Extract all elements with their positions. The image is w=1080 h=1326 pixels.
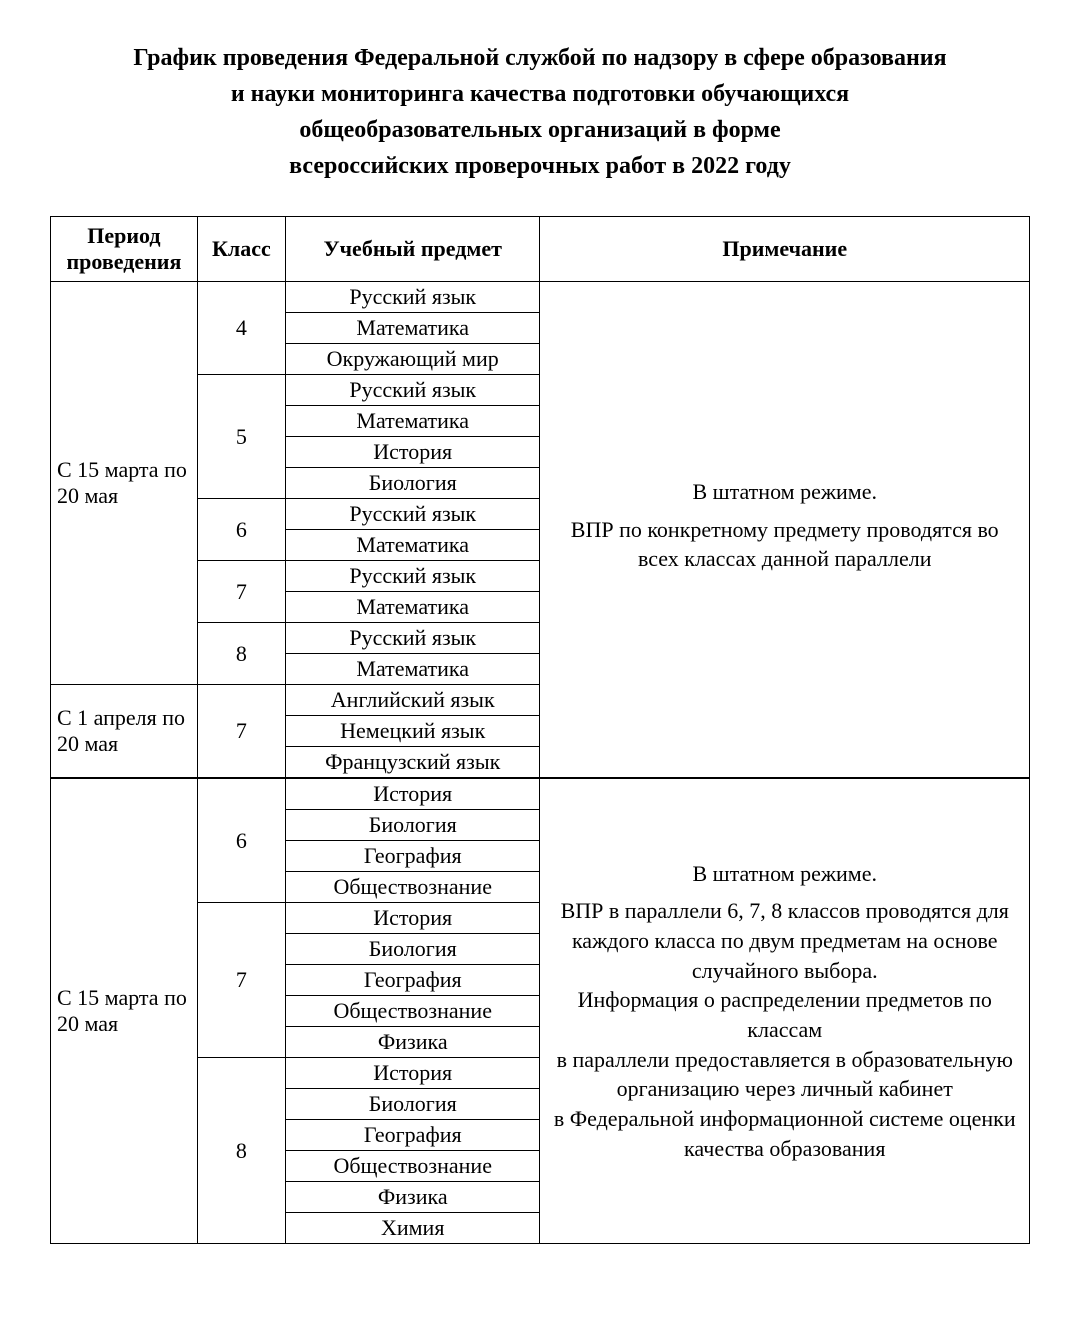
document-title: График проведения Федеральной службой по… [50,40,1030,184]
subject-cell: Физика [285,1182,540,1213]
subject-cell: География [285,965,540,996]
col-period-header: Период проведения [51,217,198,282]
title-line: всероссийских проверочных работ в 2022 г… [50,148,1030,184]
class-cell: 8 [197,1058,285,1244]
class-cell: 8 [197,623,285,685]
subject-cell: Французский язык [285,747,540,779]
title-line: График проведения Федеральной службой по… [50,40,1030,76]
subject-cell: Окружающий мир [285,344,540,375]
subject-cell: Математика [285,592,540,623]
note-paragraph: ВПР в параллели 6, 7, 8 классов проводят… [550,896,1019,985]
subject-cell: Русский язык [285,561,540,592]
subject-cell: Физика [285,1027,540,1058]
subject-cell: История [285,437,540,468]
subject-cell: Биология [285,810,540,841]
note-cell: В штатном режиме. ВПР в параллели 6, 7, … [540,778,1030,1244]
subject-cell: География [285,1120,540,1151]
title-line: общеобразовательных организаций в форме [50,112,1030,148]
table-row: С 15 марта по 20 мая 4 Русский язык В шт… [51,282,1030,313]
subject-cell: Русский язык [285,375,540,406]
subject-cell: Биология [285,934,540,965]
class-cell: 7 [197,903,285,1058]
subject-cell: Биология [285,468,540,499]
subject-cell: Химия [285,1213,540,1244]
col-class-header: Класс [197,217,285,282]
note-paragraph: Информация о распределении предметов по … [550,985,1019,1044]
subject-cell: Немецкий язык [285,716,540,747]
period-cell: С 1 апреля по 20 мая [51,685,198,779]
subject-cell: Английский язык [285,685,540,716]
subject-cell: Математика [285,313,540,344]
period-cell: С 15 марта по 20 мая [51,282,198,685]
period-cell: С 15 марта по 20 мая [51,778,198,1244]
note-paragraph: в Федеральной информационной системе оце… [550,1104,1019,1163]
title-line: и науки мониторинга качества подготовки … [50,76,1030,112]
subject-cell: Обществознание [285,1151,540,1182]
table-header-row: Период проведения Класс Учебный предмет … [51,217,1030,282]
subject-cell: Биология [285,1089,540,1120]
subject-cell: Математика [285,406,540,437]
class-cell: 5 [197,375,285,499]
subject-cell: Математика [285,530,540,561]
note-paragraph: в параллели предоставляется в образовате… [550,1045,1019,1104]
subject-cell: Русский язык [285,282,540,313]
subject-cell: Русский язык [285,499,540,530]
note-paragraph: В штатном режиме. [550,477,1019,507]
col-subject-header: Учебный предмет [285,217,540,282]
subject-cell: Обществознание [285,872,540,903]
class-cell: 7 [197,561,285,623]
subject-cell: История [285,1058,540,1089]
subject-cell: География [285,841,540,872]
col-note-header: Примечание [540,217,1030,282]
note-paragraph: В штатном режиме. [550,859,1019,889]
note-paragraph: ВПР по конкретному предмету проводятся в… [550,515,1019,574]
subject-cell: История [285,778,540,810]
subject-cell: Обществознание [285,996,540,1027]
subject-cell: Русский язык [285,623,540,654]
class-cell: 7 [197,685,285,779]
class-cell: 4 [197,282,285,375]
subject-cell: История [285,903,540,934]
subject-cell: Математика [285,654,540,685]
note-cell: В штатном режиме. ВПР по конкретному пре… [540,282,1030,779]
schedule-table: Период проведения Класс Учебный предмет … [50,216,1030,1244]
class-cell: 6 [197,499,285,561]
class-cell: 6 [197,778,285,903]
table-row: С 15 марта по 20 мая 6 История В штатном… [51,778,1030,810]
